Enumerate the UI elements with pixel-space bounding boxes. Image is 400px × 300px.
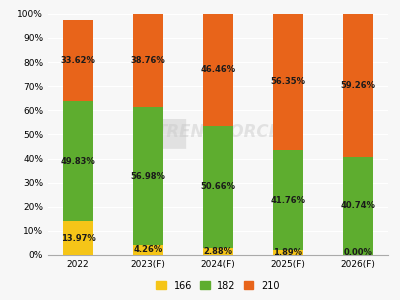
Bar <box>133 107 163 245</box>
Text: 38.76%: 38.76% <box>131 56 166 65</box>
Text: 59.26%: 59.26% <box>340 81 375 90</box>
Bar <box>343 14 372 157</box>
Bar <box>133 245 163 255</box>
Bar <box>273 150 303 250</box>
Text: 56.35%: 56.35% <box>270 77 306 86</box>
Text: 41.76%: 41.76% <box>270 196 306 205</box>
Bar <box>64 101 93 221</box>
Bar <box>64 20 93 101</box>
Text: 56.98%: 56.98% <box>131 172 166 181</box>
Text: 0.00%: 0.00% <box>344 248 372 257</box>
Text: ■: ■ <box>152 113 189 151</box>
Bar <box>203 14 233 126</box>
Text: 13.97%: 13.97% <box>61 234 96 243</box>
Bar <box>64 221 93 255</box>
Text: 4.26%: 4.26% <box>134 245 163 254</box>
Text: 50.66%: 50.66% <box>200 182 236 191</box>
Bar <box>273 14 303 150</box>
Bar <box>203 248 233 255</box>
Bar <box>133 14 163 107</box>
Bar <box>343 157 372 255</box>
Text: 33.62%: 33.62% <box>61 56 96 65</box>
Legend: 166, 182, 210: 166, 182, 210 <box>152 277 284 294</box>
Text: 2.88%: 2.88% <box>204 247 232 256</box>
Text: 40.74%: 40.74% <box>340 201 375 210</box>
Text: 1.89%: 1.89% <box>274 248 302 257</box>
Text: 49.83%: 49.83% <box>61 157 96 166</box>
Bar <box>273 250 303 255</box>
Text: 46.46%: 46.46% <box>200 65 236 74</box>
Bar <box>203 126 233 248</box>
Text: TRENDFORCE: TRENDFORCE <box>156 123 280 141</box>
